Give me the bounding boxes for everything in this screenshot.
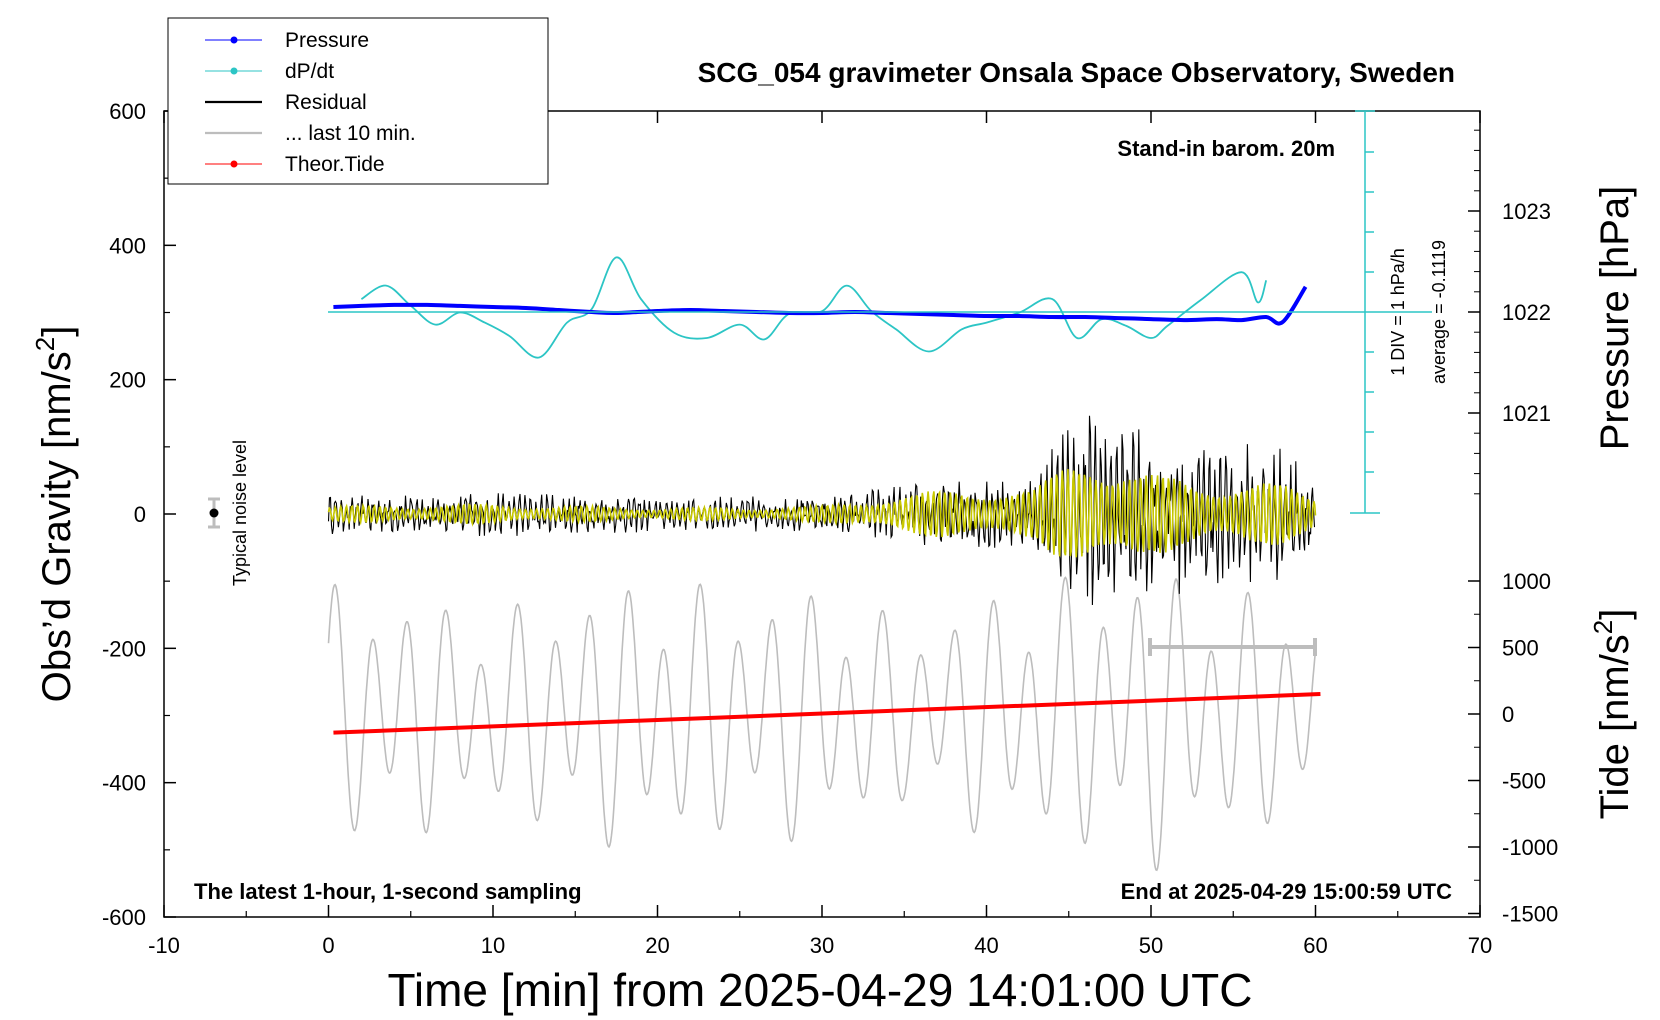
- x-tick-label: 50: [1139, 933, 1163, 958]
- legend-label: dP/dt: [285, 60, 334, 83]
- legend-marker: [230, 160, 238, 168]
- legend-label: Pressure: [285, 29, 369, 52]
- y-tick-label: 600: [109, 99, 146, 124]
- noise-level-marker: [208, 497, 220, 529]
- last-10-min-line: [327, 576, 1317, 872]
- x-tick-label: -10: [148, 933, 180, 958]
- stand-in-barometer-note: Stand-in barom. 20m: [1117, 136, 1335, 161]
- y-tick-label: -400: [102, 771, 146, 796]
- noise-level-label: Typical noise level: [230, 440, 250, 586]
- legend-label: Residual: [285, 91, 367, 114]
- scale-division-note: 1 DIV = 1 hPa/h: [1388, 248, 1408, 376]
- residual-filtered-line: [327, 469, 1317, 558]
- tide-tick-label: -1500: [1502, 902, 1558, 927]
- x-axis-title: Time [min] from 2025-04-29 14:01:00 UTC: [388, 964, 1253, 1016]
- residual-filtered-trace: [327, 469, 1317, 558]
- tide-tick-label: -500: [1502, 769, 1546, 794]
- end-time-note: End at 2025-04-29 15:00:59 UTC: [1121, 879, 1452, 904]
- tide-tick-label: -1000: [1502, 835, 1558, 860]
- dpdt-scale-bar: [328, 110, 1432, 514]
- legend-label: Theor.Tide: [285, 153, 385, 176]
- legend-marker: [230, 36, 238, 44]
- tide-trace: [333, 692, 1321, 735]
- tide-tick-label: 500: [1502, 636, 1539, 661]
- sampling-note: The latest 1-hour, 1-second sampling: [194, 879, 582, 904]
- axes: -10 0 10 20 30 40 50 60 70 -600 -400 -200 0 200 400 600…: [102, 99, 1558, 958]
- x-tick-label: 30: [810, 933, 834, 958]
- legend-label: ... last 10 min.: [285, 122, 416, 145]
- y-tick-label: 0: [134, 502, 146, 527]
- chart-title: SCG_054 gravimeter Onsala Space Observat…: [698, 57, 1455, 88]
- x-tick-label: 0: [322, 933, 334, 958]
- y-tick-label: -600: [102, 905, 146, 930]
- x-tick-label: 60: [1303, 933, 1327, 958]
- average-note: average = -0.1119: [1429, 240, 1449, 384]
- x-tick-label: 20: [645, 933, 669, 958]
- x-tick-label: 70: [1468, 933, 1492, 958]
- pressure-tick-label: 1021: [1502, 401, 1551, 426]
- legend-marker: [230, 67, 238, 75]
- pressure-axis-title: Pressure [hPa]: [1593, 186, 1637, 451]
- legend: Pressure dP/dt Residual ... last 10 min. The…: [167, 17, 549, 185]
- pressure-tick-label: 1022: [1502, 300, 1551, 325]
- y-axis-title: Obs’d Gravity [nm/s2]: [30, 326, 79, 703]
- x-tick-label: 10: [481, 933, 505, 958]
- last-10-min-trace: [327, 576, 1317, 872]
- tide-tick-label: 0: [1502, 702, 1514, 727]
- tide-axis-title: Tide [nm/s2]: [1588, 609, 1637, 820]
- x-tick-label: 40: [974, 933, 998, 958]
- y-tick-label: -200: [102, 636, 146, 661]
- pressure-tick-label: 1023: [1502, 199, 1551, 224]
- y-tick-label: 400: [109, 233, 146, 258]
- last-10-min-range-bar: [1148, 638, 1317, 656]
- y-tick-label: 200: [109, 368, 146, 393]
- tide-line: [333, 692, 1321, 735]
- tide-tick-label: 1000: [1502, 569, 1551, 594]
